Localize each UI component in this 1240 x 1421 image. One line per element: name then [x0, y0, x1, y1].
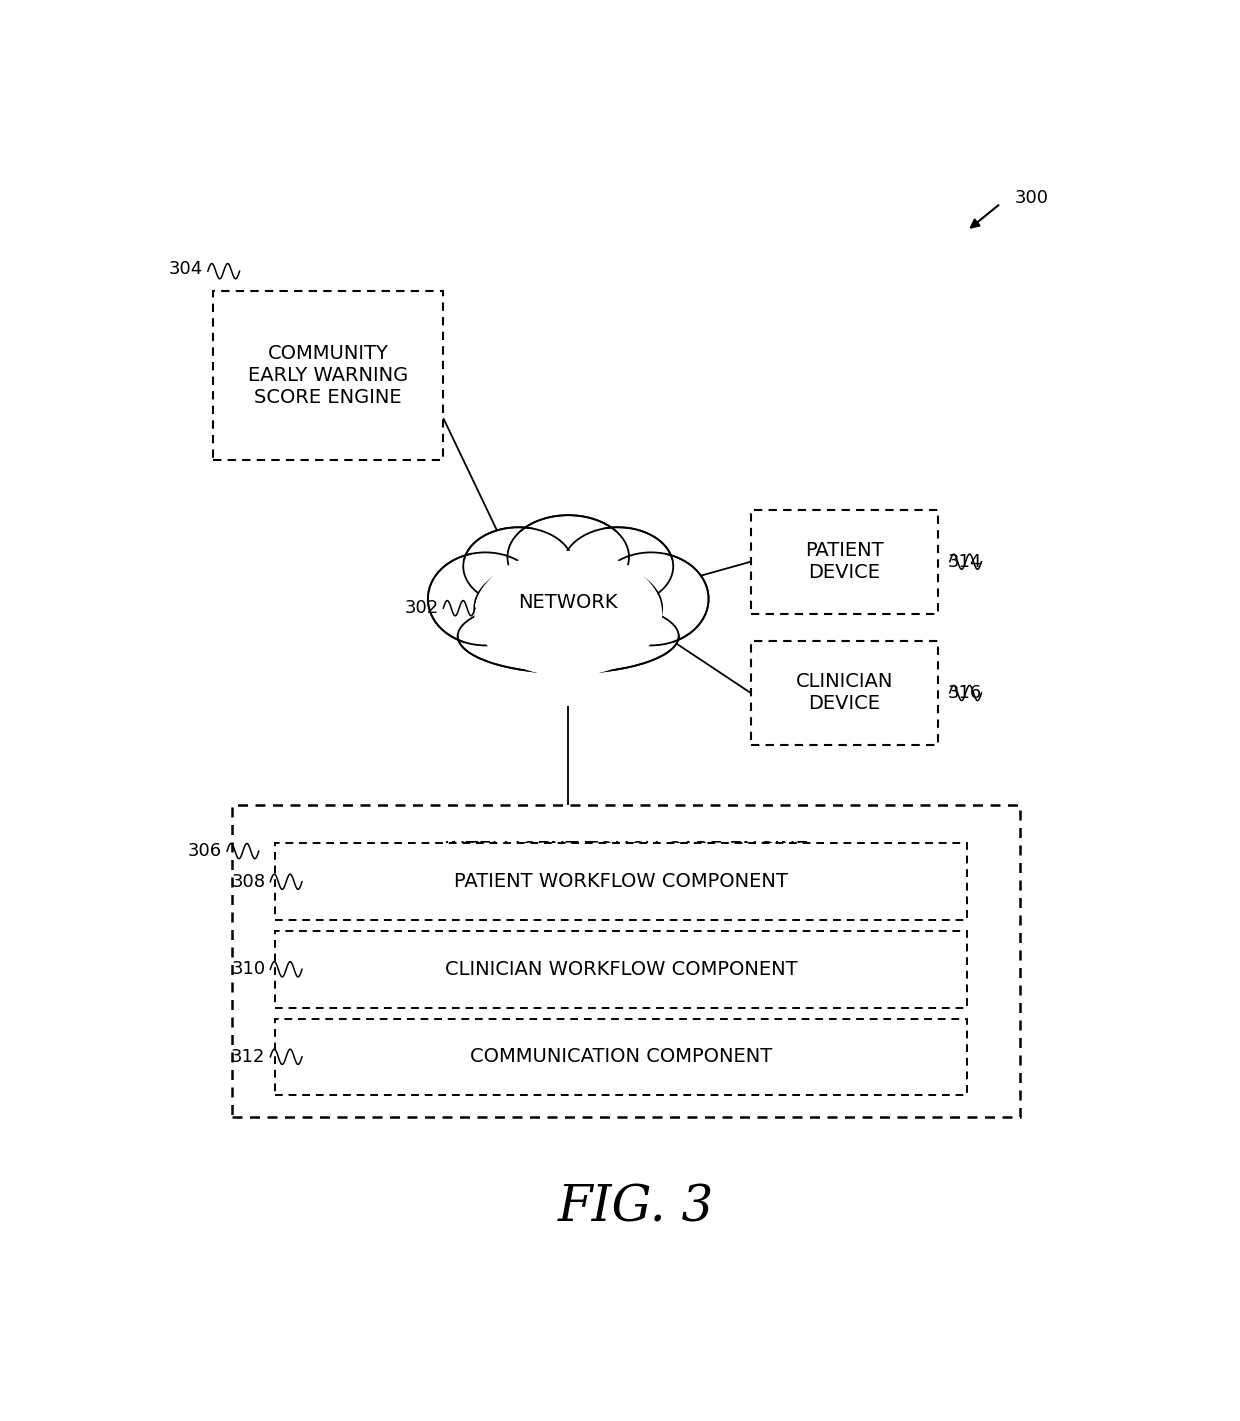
Ellipse shape	[461, 604, 675, 669]
Text: 304: 304	[169, 260, 203, 277]
Text: 312: 312	[231, 1047, 265, 1066]
Text: FIG. 3: FIG. 3	[557, 1184, 714, 1232]
Ellipse shape	[467, 531, 570, 601]
Ellipse shape	[507, 516, 629, 598]
Text: CLINICIAN
DEVICE: CLINICIAN DEVICE	[796, 672, 893, 713]
Bar	[275, 931, 967, 1007]
Bar	[213, 291, 444, 460]
Text: COMMUNITY
EARLY WARNING
SCORE ENGINE: COMMUNITY EARLY WARNING SCORE ENGINE	[248, 344, 408, 408]
Bar	[232, 806, 1019, 1117]
Ellipse shape	[511, 520, 625, 594]
Text: 300: 300	[1016, 189, 1049, 207]
Ellipse shape	[594, 553, 708, 645]
Text: 306: 306	[188, 843, 222, 860]
Text: NETWORK: NETWORK	[518, 593, 618, 612]
Text: 302: 302	[404, 600, 439, 617]
Bar	[751, 641, 939, 745]
Ellipse shape	[563, 527, 673, 605]
Ellipse shape	[479, 561, 658, 655]
Ellipse shape	[474, 551, 662, 676]
Text: 308: 308	[232, 872, 265, 891]
Text: INTELLIGENT TOUCH CARE ENGINE: INTELLIGENT TOUCH CARE ENGINE	[444, 841, 808, 861]
Ellipse shape	[474, 557, 662, 659]
Text: 314: 314	[947, 553, 982, 571]
Ellipse shape	[567, 531, 670, 601]
Text: CLINICIAN WORKFLOW COMPONENT: CLINICIAN WORKFLOW COMPONENT	[445, 959, 797, 979]
Bar	[751, 510, 939, 614]
Bar	[275, 844, 967, 919]
Ellipse shape	[464, 527, 574, 605]
Ellipse shape	[598, 557, 704, 641]
Ellipse shape	[458, 598, 678, 674]
Text: 310: 310	[232, 961, 265, 978]
Text: 316: 316	[947, 684, 982, 702]
Text: COMMUNICATION COMPONENT: COMMUNICATION COMPONENT	[470, 1047, 773, 1066]
Bar	[275, 1019, 967, 1096]
Ellipse shape	[432, 557, 539, 641]
Text: PATIENT
DEVICE: PATIENT DEVICE	[805, 541, 884, 583]
Ellipse shape	[428, 553, 543, 645]
Text: PATIENT WORKFLOW COMPONENT: PATIENT WORKFLOW COMPONENT	[454, 872, 789, 891]
